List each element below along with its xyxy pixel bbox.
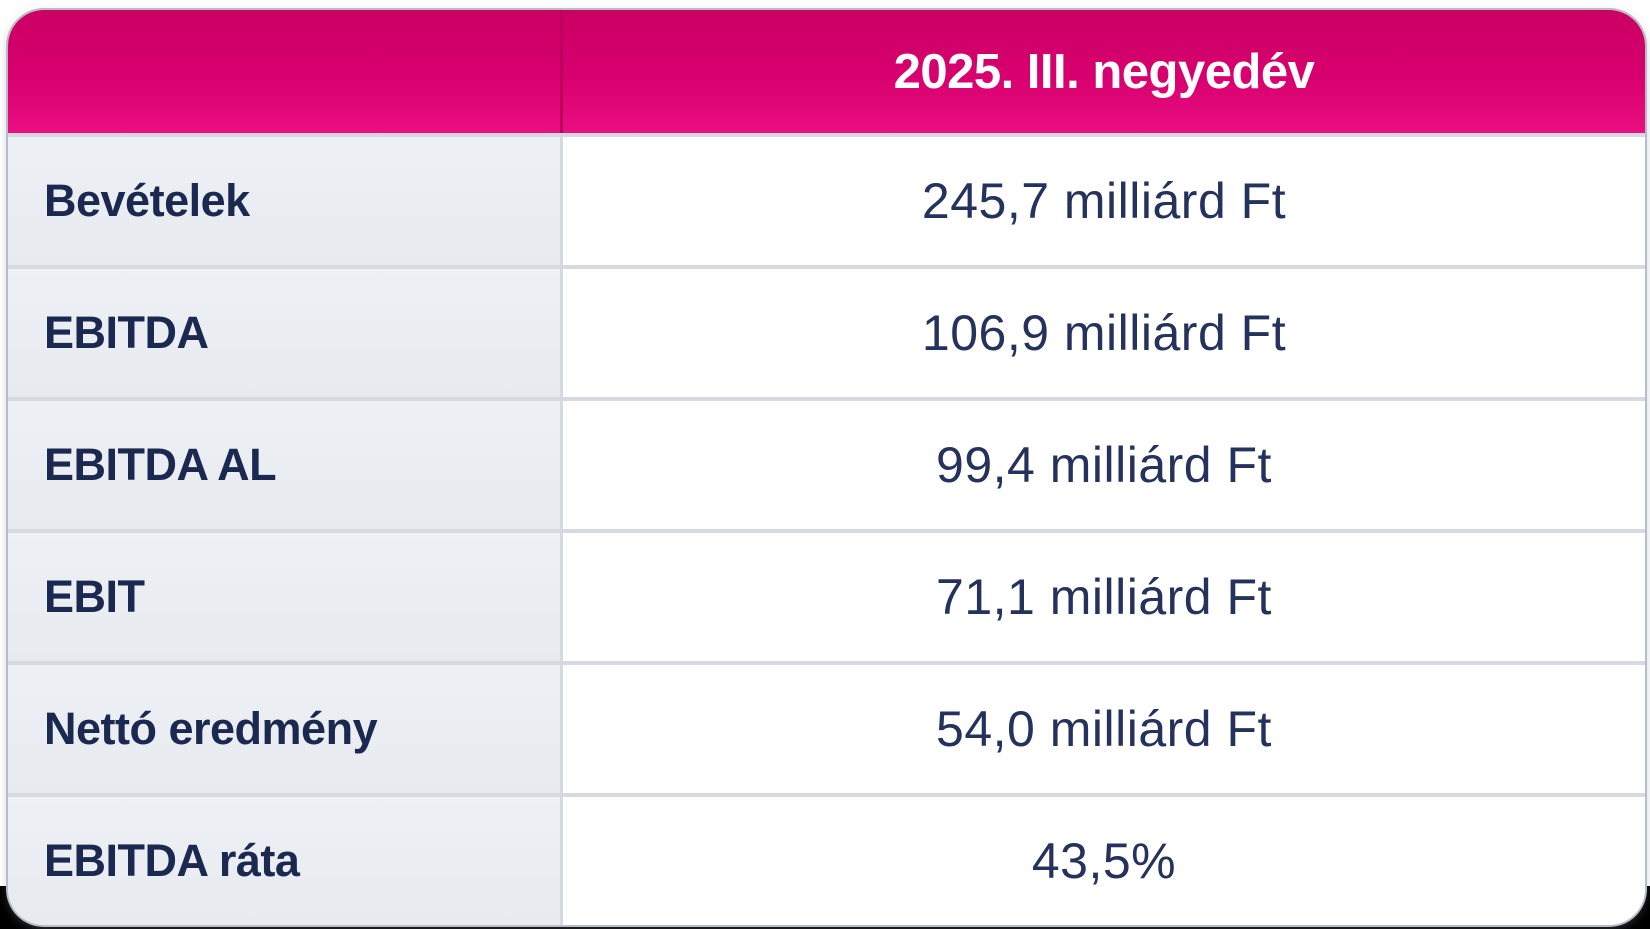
row-label-ebitda-rata: EBITDA ráta <box>8 793 560 925</box>
row-value-netto-eredmeny: 54,0 milliárd Ft <box>560 661 1645 793</box>
row-value-ebit: 71,1 milliárd Ft <box>560 529 1645 661</box>
row-value-bevetelek: 245,7 milliárd Ft <box>560 133 1645 265</box>
row-label-ebitda: EBITDA <box>8 265 560 397</box>
header-period-cell: 2025. III. negyedév <box>560 10 1645 133</box>
row-value-ebitda-al: 99,4 milliárd Ft <box>560 397 1645 529</box>
row-label-ebitda-al: EBITDA AL <box>8 397 560 529</box>
row-label-ebit: EBIT <box>8 529 560 661</box>
row-label-bevetelek: Bevételek <box>8 133 560 265</box>
header-corner-cell <box>8 10 560 133</box>
financial-results-table: 2025. III. negyedév Bevételek 245,7 mill… <box>8 10 1645 925</box>
row-value-ebitda-rata: 43,5% <box>560 793 1645 925</box>
row-label-netto-eredmeny: Nettó eredmény <box>8 661 560 793</box>
row-value-ebitda: 106,9 milliárd Ft <box>560 265 1645 397</box>
